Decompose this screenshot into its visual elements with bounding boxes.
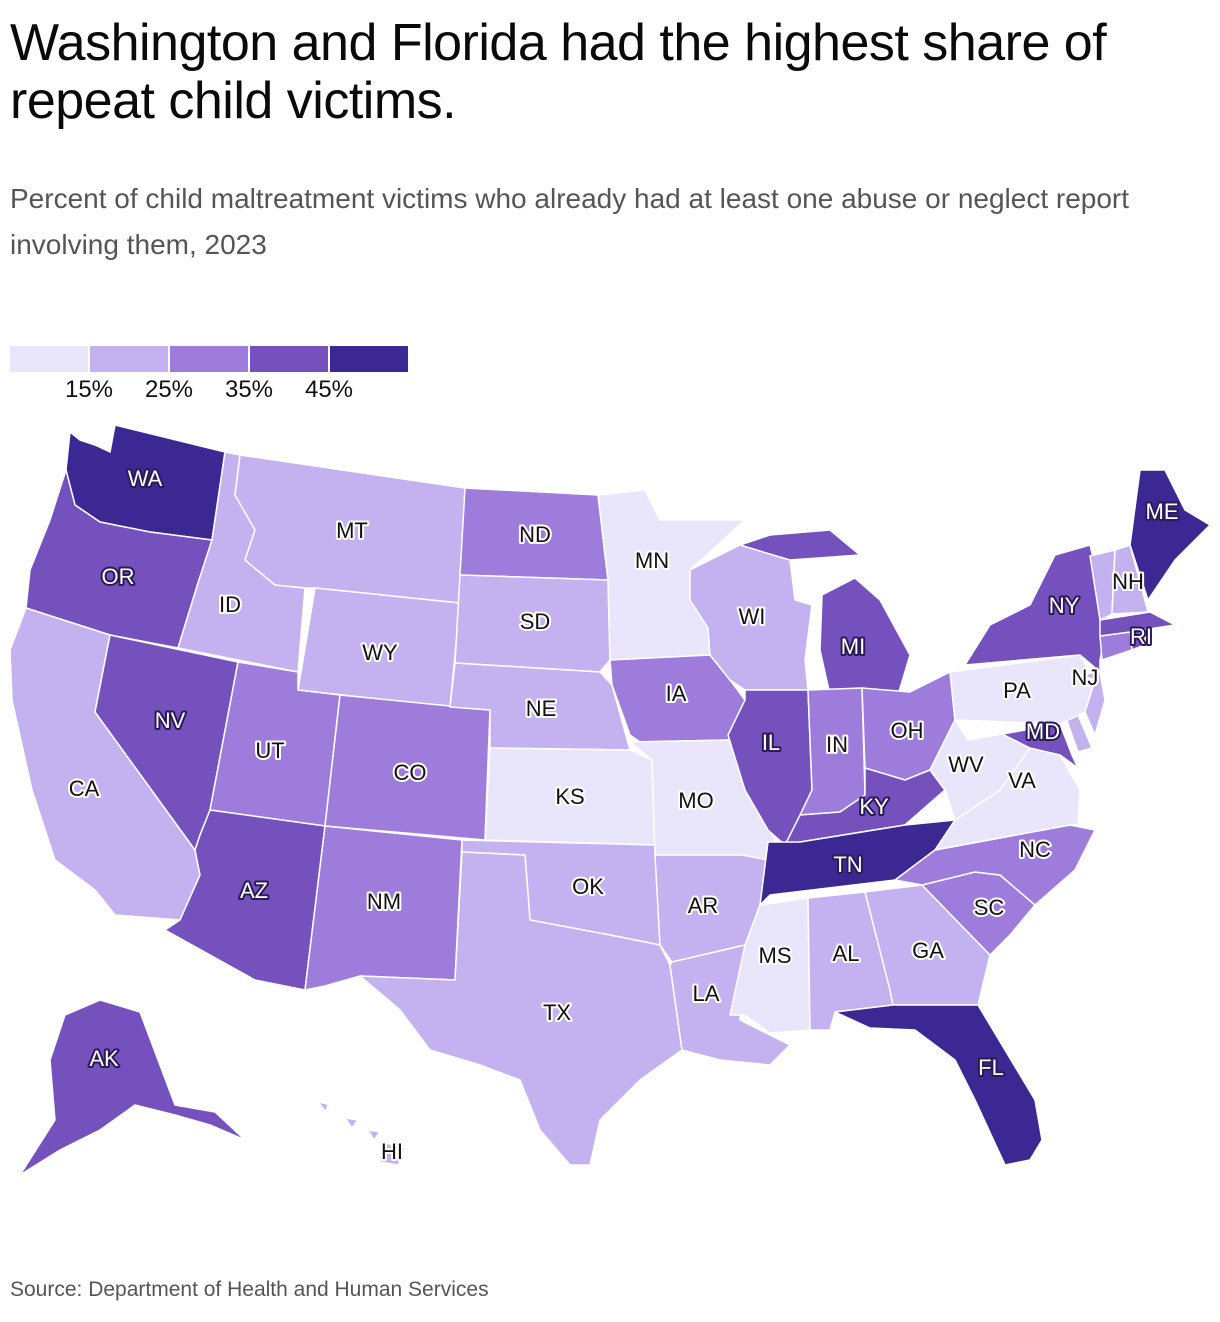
label-OH: OH <box>891 718 924 743</box>
label-WV: WV <box>948 752 984 777</box>
label-WY: WY <box>362 640 398 665</box>
legend-swatch-4 <box>330 346 408 372</box>
label-SD: SD <box>520 609 551 634</box>
state-HI[interactable] <box>317 1101 406 1166</box>
label-MD: MD <box>1026 719 1060 744</box>
label-NM: NM <box>367 889 401 914</box>
us-state-map: WA OR CA ID NV MT WY UT AZ CO NM ND SD N… <box>9 424 1211 1176</box>
label-OK: OK <box>572 874 604 899</box>
legend-swatch-2 <box>170 346 248 372</box>
label-AZ: AZ <box>240 878 268 903</box>
legend-swatch-1 <box>90 346 168 372</box>
legend-label-45: 45% <box>304 376 354 403</box>
label-LA: LA <box>693 981 720 1006</box>
label-CA: CA <box>69 776 100 801</box>
label-VA: VA <box>1008 768 1036 793</box>
state-MD[interactable] <box>967 723 1079 769</box>
state-NY[interactable] <box>964 544 1109 673</box>
label-CO: CO <box>394 760 427 785</box>
label-WA: WA <box>128 466 163 491</box>
color-legend: 15% 25% 35% 45% <box>10 346 410 406</box>
state-NH[interactable] <box>1111 544 1149 615</box>
state-MI[interactable] <box>739 529 911 696</box>
label-IL: IL <box>762 730 780 755</box>
label-TX: TX <box>543 1000 571 1025</box>
label-FL: FL <box>978 1055 1004 1080</box>
label-NE: NE <box>526 696 557 721</box>
label-GA: GA <box>912 938 944 963</box>
legend-label-35: 35% <box>224 376 274 403</box>
label-UT: UT <box>255 738 284 763</box>
label-NH: NH <box>1112 569 1144 594</box>
legend-swatch-0 <box>10 346 88 372</box>
label-SC: SC <box>974 895 1005 920</box>
state-SD[interactable] <box>454 574 611 673</box>
label-IA: IA <box>666 681 687 706</box>
label-MT: MT <box>336 518 368 543</box>
chart-title: Washington and Florida had the highest s… <box>10 14 1107 130</box>
label-RI: RI <box>1130 624 1152 649</box>
label-AL: AL <box>833 941 860 966</box>
label-AR: AR <box>688 893 719 918</box>
state-AK[interactable] <box>19 999 246 1176</box>
chart-subtitle: Percent of child maltreatment victims wh… <box>10 183 1130 260</box>
legend-label-25: 25% <box>144 376 194 403</box>
label-KS: KS <box>555 784 584 809</box>
label-PA: PA <box>1003 678 1031 703</box>
label-ID: ID <box>219 592 241 617</box>
label-MN: MN <box>635 548 669 573</box>
label-ME: ME <box>1146 499 1179 524</box>
label-HI: HI <box>381 1139 403 1164</box>
legend-label-15: 15% <box>64 376 114 403</box>
label-KY: KY <box>859 794 889 819</box>
label-TN: TN <box>833 852 862 877</box>
state-ME[interactable] <box>1129 469 1211 601</box>
label-ND: ND <box>519 522 551 547</box>
state-CT[interactable] <box>1099 631 1133 661</box>
label-NY: NY <box>1049 593 1080 618</box>
label-MS: MS <box>759 943 792 968</box>
legend-swatch-3 <box>250 346 328 372</box>
label-NJ: NJ <box>1072 665 1099 690</box>
state-MA[interactable] <box>1099 611 1176 637</box>
state-NC[interactable] <box>894 824 1096 906</box>
label-IN: IN <box>826 732 848 757</box>
label-NC: NC <box>1019 837 1051 862</box>
label-MO: MO <box>678 788 713 813</box>
state-TX[interactable] <box>359 851 683 1166</box>
label-NV: NV <box>155 708 186 733</box>
label-AK: AK <box>89 1046 119 1071</box>
source-note: Source: Department of Health and Human S… <box>10 1278 489 1301</box>
label-OR: OR <box>102 564 135 589</box>
label-WI: WI <box>739 604 766 629</box>
label-MI: MI <box>841 634 865 659</box>
state-FL[interactable] <box>834 1004 1043 1166</box>
